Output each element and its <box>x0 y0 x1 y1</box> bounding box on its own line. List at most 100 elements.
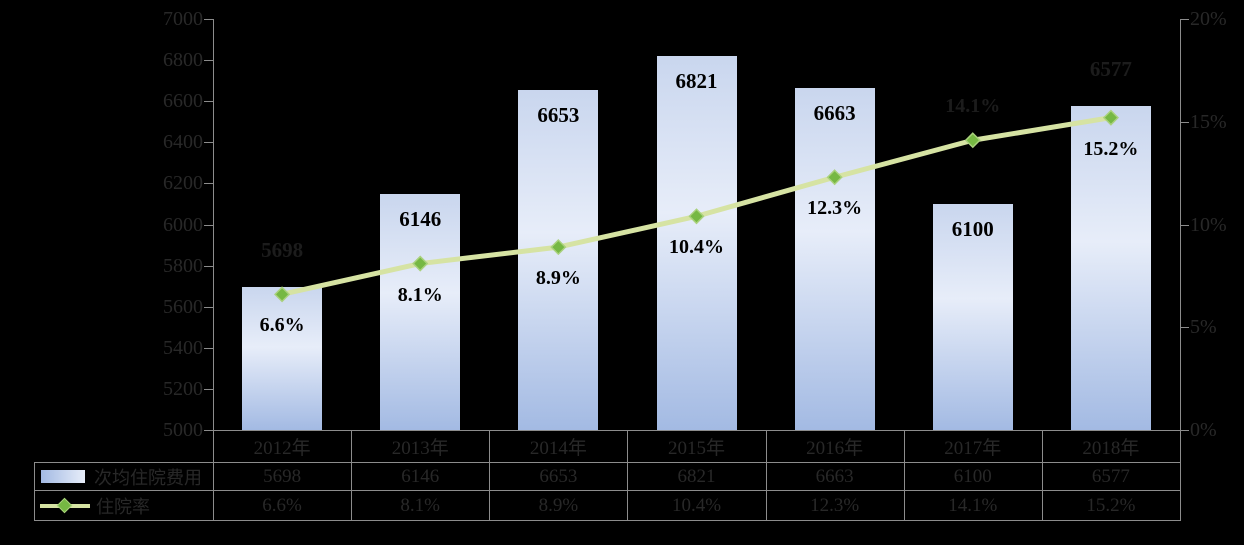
left-axis-tick-label: 5800 <box>163 254 203 277</box>
legend-item-bar-series: 次均住院费用 <box>34 463 213 490</box>
line-series-swatch-icon <box>40 497 90 514</box>
bar-value-label: 6663 <box>813 101 856 126</box>
table-cell-rate: 14.1% <box>948 494 998 516</box>
line-series-name: 住院率 <box>96 496 150 517</box>
right-axis-tick-label: 15% <box>1190 110 1227 133</box>
right-axis-tick <box>1180 430 1189 431</box>
line-marker-diamond-icon <box>964 132 981 149</box>
table-cell-year: 2017年 <box>944 438 1002 459</box>
left-axis-tick-label: 7000 <box>163 8 203 30</box>
bar-series-swatch-icon <box>41 470 85 483</box>
table-cell-year: 2014年 <box>529 438 587 459</box>
table-cell-cost: 6100 <box>953 465 992 487</box>
left-axis-tick-label: 5200 <box>163 377 203 400</box>
bar <box>242 286 323 430</box>
rate-line <box>281 115 1112 297</box>
table-cell-rate: 12.3% <box>810 494 860 516</box>
right-axis-tick-label: 0% <box>1190 419 1217 441</box>
bar-value-label: 6653 <box>537 103 580 128</box>
table-border <box>34 462 1181 463</box>
table-cell-cost: 6653 <box>539 465 578 487</box>
left-axis-tick-label: 6200 <box>163 172 203 195</box>
table-cell-rate: 15.2% <box>1086 494 1136 516</box>
right-axis-tick-label: 5% <box>1190 316 1217 339</box>
bar <box>794 88 875 430</box>
right-axis-tick-label: 10% <box>1190 213 1227 236</box>
table-cell-year: 2018年 <box>1082 438 1140 459</box>
left-axis-tick <box>204 388 213 390</box>
table-column-border <box>351 430 353 520</box>
table-cell-cost: 6821 <box>677 465 716 487</box>
bar <box>518 90 599 430</box>
left-axis-tick-label: 5000 <box>163 419 203 441</box>
table-cell-cost: 6146 <box>401 465 440 487</box>
table-cell-year: 2016年 <box>806 438 864 459</box>
left-axis-tick <box>204 224 213 226</box>
x-axis-line <box>213 430 1181 431</box>
right-percent-axis <box>1180 19 1181 520</box>
table-cell-year: 2013年 <box>391 438 449 459</box>
line-marker-diamond-icon <box>274 286 291 303</box>
table-column-border <box>489 430 491 520</box>
rate-value-label: 14.1% <box>945 95 1001 118</box>
line-marker-diamond-icon <box>412 255 429 272</box>
line-marker-diamond-icon <box>550 239 567 256</box>
table-column-border <box>1041 430 1043 520</box>
rate-value-label: 15.2% <box>1083 137 1139 160</box>
bar-value-label: 5698 <box>261 237 304 262</box>
table-column-border <box>765 430 767 520</box>
table-cell-cost: 6577 <box>1091 465 1130 487</box>
bar-value-label: 6146 <box>399 207 442 232</box>
right-axis-tick <box>1180 327 1189 329</box>
left-axis-tick <box>204 183 213 185</box>
rate-value-label: 8.9% <box>535 267 581 290</box>
bar <box>656 55 737 430</box>
table-border <box>34 490 1181 491</box>
bar <box>1070 105 1151 430</box>
table-cell-rate: 10.4% <box>671 494 722 516</box>
table-cell-rate: 8.1% <box>400 494 440 516</box>
table-cell-year: 2015年 <box>667 438 725 459</box>
rate-value-label: 6.6% <box>259 314 305 337</box>
bar-value-label: 6577 <box>1089 56 1132 81</box>
right-axis-tick <box>1180 121 1189 123</box>
left-axis-tick <box>204 306 213 308</box>
left-axis-tick-label: 6600 <box>163 90 203 113</box>
left-axis-tick <box>204 60 213 62</box>
rate-value-label: 12.3% <box>807 197 863 220</box>
left-value-axis <box>213 19 214 520</box>
right-axis-tick <box>1180 19 1189 20</box>
bar-series-name: 次均住院费用 <box>94 467 202 488</box>
left-axis-tick <box>204 142 213 144</box>
legend-item-line-series: 住院率 <box>34 491 213 520</box>
bar <box>932 203 1013 430</box>
table-cell-cost: 5698 <box>263 465 302 487</box>
right-axis-tick <box>1180 224 1189 226</box>
line-marker-diamond-icon <box>688 208 705 225</box>
left-axis-tick-label: 5600 <box>163 295 203 318</box>
rate-value-label: 10.4% <box>669 236 724 259</box>
left-axis-tick <box>204 347 213 349</box>
left-axis-tick <box>204 19 213 20</box>
table-cell-cost: 6663 <box>815 465 854 487</box>
rate-value-label: 8.1% <box>397 283 443 306</box>
table-cell-rate: 8.9% <box>538 494 579 516</box>
left-axis-tick <box>204 265 213 267</box>
line-marker-diamond-icon <box>1102 109 1119 126</box>
left-axis-tick-label: 6000 <box>163 213 203 236</box>
left-axis-tick-label: 5400 <box>163 336 203 359</box>
table-cell-year: 2012年 <box>253 438 311 459</box>
left-axis-tick <box>204 430 213 431</box>
table-border <box>34 462 35 520</box>
right-axis-tick-label: 20% <box>1190 8 1227 30</box>
bar-value-label: 6100 <box>951 216 994 241</box>
line-marker-diamond-icon <box>826 169 843 186</box>
bar <box>380 194 461 430</box>
bar-value-label: 6821 <box>675 68 718 93</box>
table-column-border <box>627 430 629 520</box>
table-border <box>34 520 1181 521</box>
table-column-border <box>903 430 905 520</box>
table-cell-rate: 6.6% <box>262 494 302 516</box>
